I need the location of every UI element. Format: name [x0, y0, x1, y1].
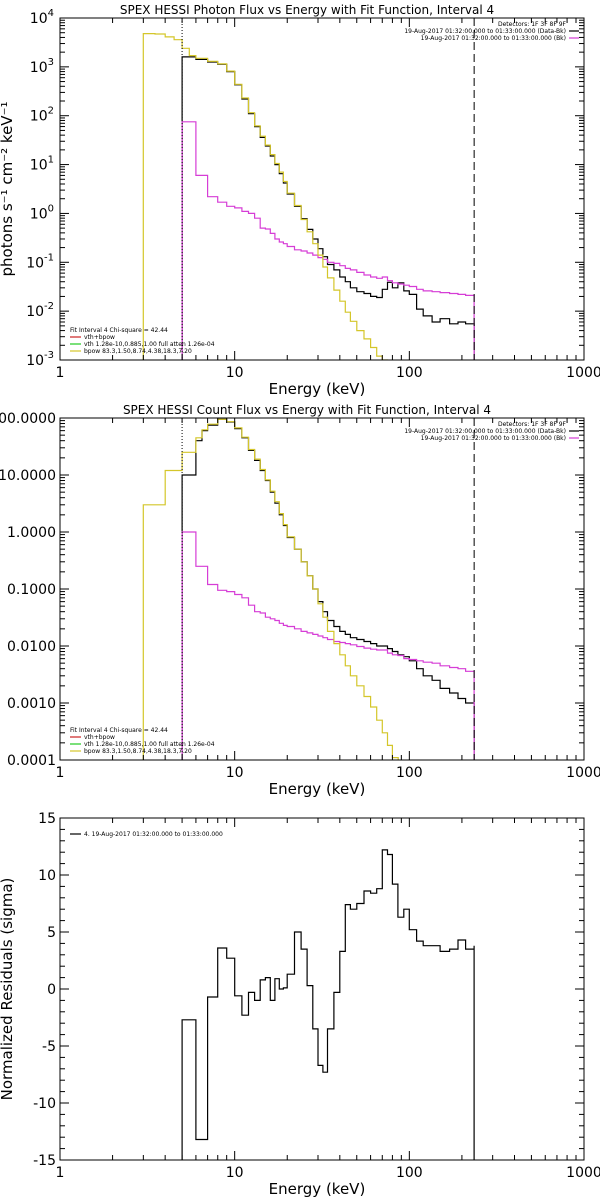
y-tick-label: -10 [33, 1096, 56, 1112]
x-tick-label: 1000 [566, 765, 600, 781]
y-tick-label-exp: -2 [44, 301, 54, 312]
legend-right-entry: 19-Aug-2017 01:32:00.000 to 01:33:00.000… [421, 435, 566, 442]
x-tick-label: 10 [226, 365, 244, 381]
legend-left-entry: vth 1.28e-10,0.885,1.00 full atten 1.26e… [84, 741, 215, 748]
y-tick-label-base: 10 [30, 109, 48, 125]
photon-flux-panel: SPEX HESSI Photon Flux vs Energy with Fi… [0, 3, 600, 398]
y-tick-label-exp: -3 [44, 350, 54, 361]
y-tick-label: 0.1000 [7, 582, 56, 598]
y-tick-label-base: 10 [26, 353, 44, 369]
y-tick-label: 100.0000 [0, 411, 56, 427]
y-tick-label-exp: 1 [48, 155, 54, 166]
x-tick-label: 1000 [566, 365, 600, 381]
y-tick-label-base: 10 [30, 206, 48, 222]
series-line-0 [181, 418, 475, 760]
y-tick-label: 101 [30, 155, 54, 174]
y-tick-label: 0.0001 [7, 753, 56, 769]
series-group [142, 418, 475, 760]
x-tick-label: 1 [56, 765, 65, 781]
legend-right-entry: Detectors: 1F 3F 8F 9F [498, 421, 567, 428]
x-tick-label: 1000 [566, 1165, 600, 1181]
y-tick-label: 0.0010 [7, 696, 56, 712]
x-tick-label: 100 [396, 765, 423, 781]
x-tick-label: 10 [226, 1165, 244, 1181]
x-axis-label: Energy (keV) [269, 380, 366, 398]
series-line-2 [142, 33, 389, 360]
legend-left-entry: vth+bpow [84, 734, 115, 741]
legend-left: Fit Interval 4 Chi-square = 42.44vth+bpo… [70, 727, 215, 755]
y-tick-label: 0.0100 [7, 639, 56, 655]
legend-right-entry: 19-Aug-2017 01:32:00.000 to 01:33:00.000… [404, 428, 566, 435]
y-tick-label-exp: 2 [48, 106, 54, 117]
y-tick-label-exp: 4 [48, 8, 54, 19]
y-tick-label: 0 [47, 982, 56, 998]
legend-left-entry: Fit Interval 4 Chi-square = 42.44 [70, 727, 168, 734]
series-group [181, 849, 475, 1160]
x-tick-label: 100 [396, 365, 423, 381]
x-axis: 1 10 100 1000 [56, 418, 600, 781]
y-tick-label: -5 [42, 1039, 56, 1055]
y-axis-label: Normalized Residuals (sigma) [0, 878, 16, 1101]
residuals-panel: 1 10 100 1000 Energy (keV) -15 -10 -5 0 5 10 15 Norm… [0, 811, 600, 1198]
chart-title: SPEX HESSI Count Flux vs Energy with Fit… [123, 403, 491, 417]
legend-left-entry: vth 1.28e-10,0.885,1.00 full atten 1.26e… [84, 341, 215, 348]
series-line-1 [181, 531, 475, 760]
legend-left: 4. 19-Aug-2017 01:32:00.000 to 01:33:00.… [70, 831, 223, 838]
y-axis: 0.0001 0.0010 0.0100 0.1000 1.0000 10.0000 100… [0, 411, 584, 769]
x-axis-label: Energy (keV) [269, 780, 366, 798]
x-axis-label: Energy (keV) [269, 1180, 366, 1198]
y-axis: -15 -10 -5 0 5 10 15 [33, 811, 584, 1169]
y-tick-label: 103 [30, 57, 54, 76]
legend-left-entry: Fit Interval 4 Chi-square = 42.44 [70, 327, 168, 334]
y-tick-label: 5 [47, 925, 56, 941]
y-tick-label: 10-2 [26, 301, 54, 320]
legend-left: Fit Interval 4 Chi-square = 42.44vth+bpo… [70, 327, 215, 355]
y-tick-label-exp: -1 [44, 252, 54, 263]
y-tick-label-base: 10 [30, 11, 48, 27]
y-tick-label-base: 10 [30, 60, 48, 76]
chart-title: SPEX HESSI Photon Flux vs Energy with Fi… [120, 3, 494, 17]
count-flux-panel: SPEX HESSI Count Flux vs Energy with Fit… [0, 403, 600, 798]
y-tick-label: 10-1 [26, 252, 54, 271]
legend-right-entry: 19-Aug-2017 01:32:00.000 to 01:33:00.000… [421, 35, 566, 42]
x-tick-label: 1 [56, 1165, 65, 1181]
x-axis: 1 10 100 1000 [56, 18, 600, 381]
y-tick-label: 1.0000 [7, 525, 56, 541]
y-tick-label: 10 [38, 868, 56, 884]
y-tick-label-exp: 3 [48, 57, 54, 68]
x-tick-label: 1 [56, 365, 65, 381]
plot-frame [59, 817, 585, 1161]
legend-left-entry: vth+bpow [84, 334, 115, 341]
y-tick-label: 10-3 [26, 350, 54, 369]
y-tick-label-base: 10 [26, 304, 44, 320]
x-tick-label: 100 [396, 1165, 423, 1181]
x-tick-label: 10 [226, 765, 244, 781]
series-line-0 [181, 56, 475, 360]
y-axis-label: photons s⁻¹ cm⁻² keV⁻¹ [0, 102, 16, 277]
y-tick-label: -15 [33, 1153, 56, 1169]
y-tick-label: 102 [30, 106, 54, 125]
legend-left-entry: bpow 83.3,1.50,8.74,4.38,18.3,7.20 [84, 348, 192, 355]
y-tick-label: 100 [30, 203, 54, 222]
legend-left-entry: 4. 19-Aug-2017 01:32:00.000 to 01:33:00.… [84, 831, 223, 838]
y-tick-label: 10.0000 [0, 468, 56, 484]
series-line-1 [181, 121, 475, 360]
y-tick-label-exp: 0 [48, 203, 54, 214]
series-group [142, 33, 475, 360]
x-axis: 1 10 100 1000 [56, 818, 600, 1181]
y-tick-label-base: 10 [30, 158, 48, 174]
y-tick-label: 104 [30, 8, 54, 27]
legend-right-entry: 19-Aug-2017 01:32:00.000 to 01:33:00.000… [404, 28, 566, 35]
series-line-0 [181, 849, 475, 1160]
y-tick-label: 15 [38, 811, 56, 827]
legend-right-entry: Detectors: 1F 3F 8F 9F [498, 21, 567, 28]
y-tick-label-base: 10 [26, 255, 44, 271]
plot-frame [59, 417, 585, 761]
plot-frame [59, 17, 585, 361]
legend-left-entry: bpow 83.3,1.50,8.74,4.38,18.3,7.20 [84, 748, 192, 755]
